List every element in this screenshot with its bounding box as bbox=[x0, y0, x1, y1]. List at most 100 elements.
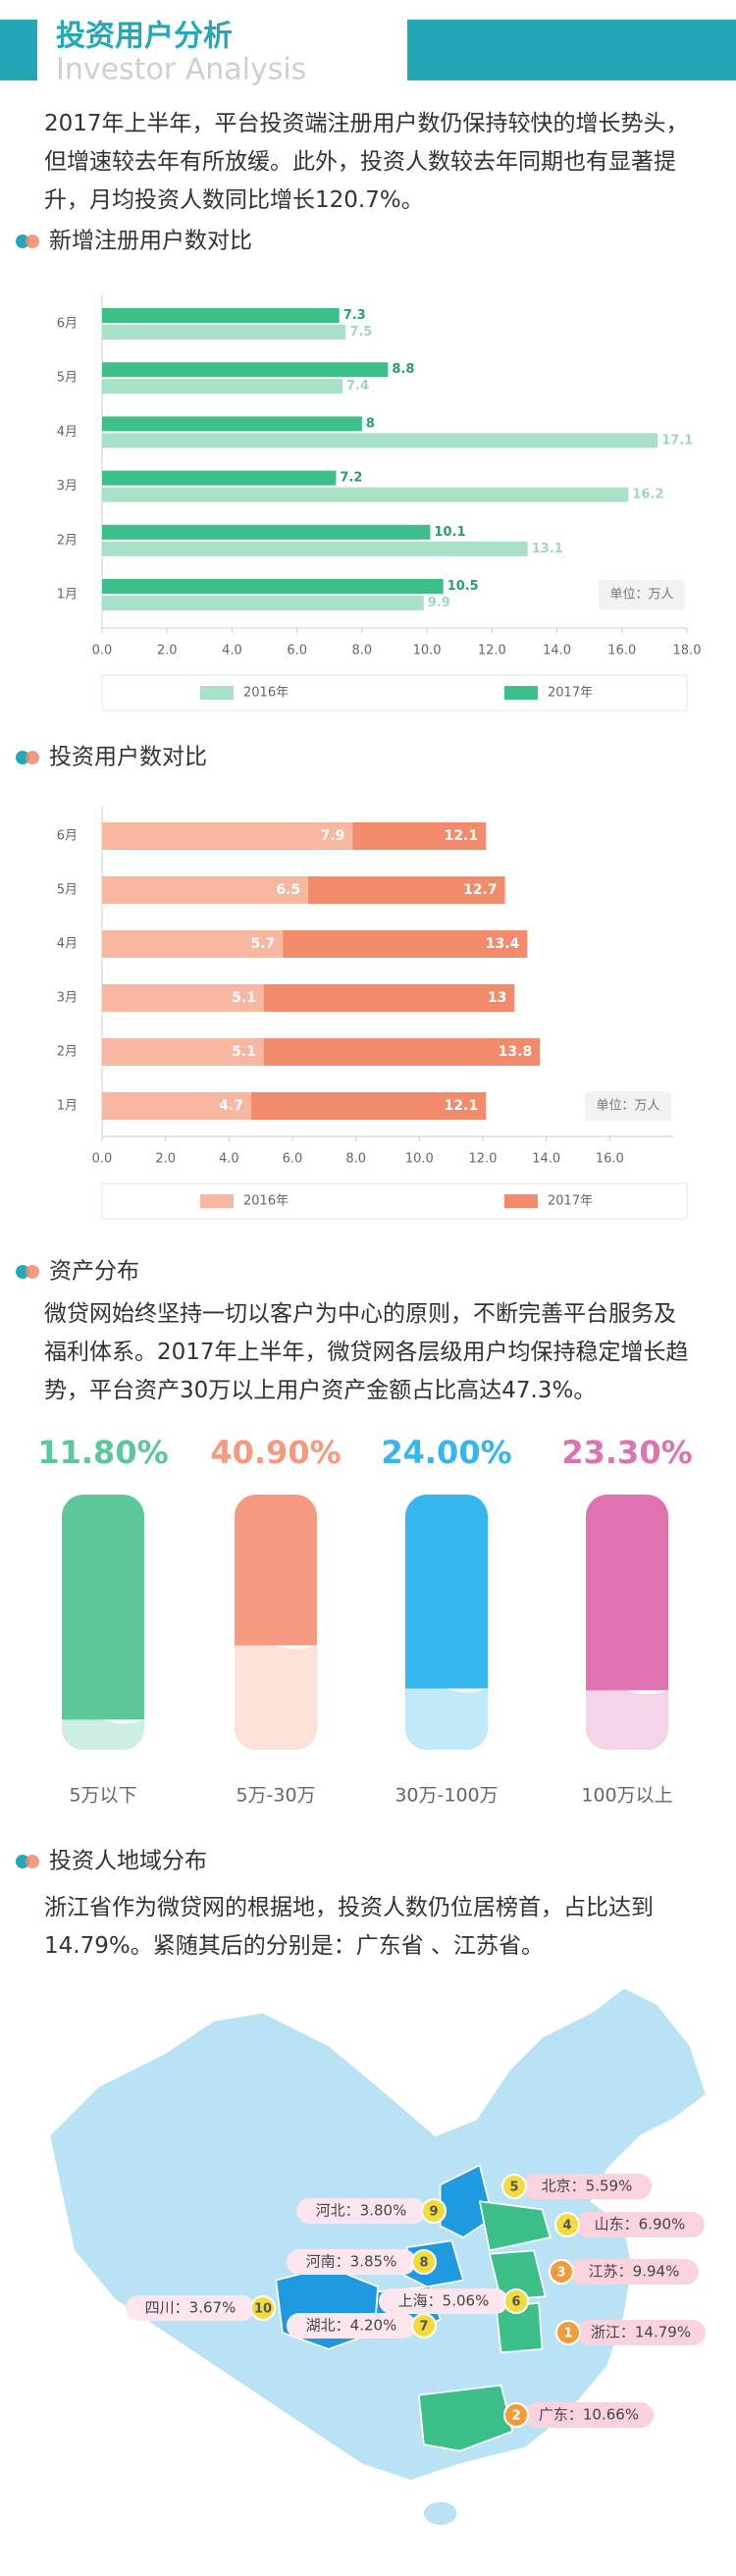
paragraph: 2017年上半年，平台投资端注册用户数仍保持较快的增长势头，但增速较去年有所放缓… bbox=[44, 111, 689, 213]
section-icon bbox=[16, 1855, 29, 1868]
cylinder-fill-bg bbox=[586, 1690, 668, 1750]
x-tick-label: 4.0 bbox=[219, 1152, 239, 1167]
region-label: 山东：6.90% bbox=[595, 2216, 686, 2234]
bar bbox=[102, 1092, 251, 1120]
section-icon bbox=[16, 235, 29, 248]
section-icon bbox=[26, 235, 39, 248]
value-label: 24.00% bbox=[381, 1434, 511, 1471]
data-label: 7.2 bbox=[340, 471, 362, 486]
data-label: 4.7 bbox=[219, 1098, 243, 1114]
x-tick-label: 14.0 bbox=[543, 644, 571, 658]
region-label: 河北：3.80% bbox=[316, 2202, 407, 2220]
region-pill bbox=[287, 2249, 416, 2275]
legend-label: 2017年 bbox=[548, 686, 593, 701]
rank-badge bbox=[503, 2402, 529, 2428]
rank-label: 1 bbox=[563, 2327, 572, 2341]
data-label: 10.5 bbox=[447, 579, 479, 594]
section-icon bbox=[26, 751, 39, 764]
x-tick-label: 16.0 bbox=[607, 644, 636, 658]
rank-badge bbox=[554, 2212, 580, 2237]
bar bbox=[102, 930, 284, 958]
y-tick-label: 6月 bbox=[57, 317, 78, 332]
data-label: 12.1 bbox=[445, 1098, 479, 1114]
bar bbox=[102, 308, 340, 323]
x-tick-label: 0.0 bbox=[92, 644, 113, 658]
rank-badge bbox=[555, 2320, 581, 2345]
rank-badge bbox=[421, 2198, 447, 2224]
bar bbox=[102, 984, 264, 1012]
section-title: 投资用户数对比 bbox=[49, 745, 207, 770]
cylinder bbox=[235, 1495, 317, 1750]
header-bar bbox=[0, 20, 37, 80]
section-icon bbox=[26, 1265, 39, 1279]
rank-badge bbox=[250, 2295, 276, 2321]
section-title: 新增注册用户数对比 bbox=[49, 229, 252, 254]
y-tick-label: 3月 bbox=[57, 991, 78, 1006]
region-pill bbox=[569, 2259, 699, 2285]
data-label: 10.1 bbox=[434, 525, 465, 540]
legend-swatch bbox=[504, 686, 538, 700]
cylinder-fill-bg bbox=[62, 1719, 144, 1750]
x-tick-label: 10.0 bbox=[405, 1152, 434, 1167]
legend-box bbox=[101, 1183, 688, 1220]
region-pill bbox=[296, 2198, 426, 2224]
data-label: 7.3 bbox=[343, 308, 366, 323]
x-tick-label: 12.0 bbox=[478, 644, 506, 658]
y-tick-label: 1月 bbox=[57, 1099, 78, 1114]
cylinder bbox=[62, 1495, 144, 1750]
bar bbox=[102, 541, 528, 556]
category-label: 5万以下 bbox=[69, 1785, 136, 1807]
x-tick-label: 2.0 bbox=[157, 644, 178, 658]
cylinder bbox=[405, 1495, 488, 1750]
y-tick-label: 6月 bbox=[57, 829, 78, 844]
data-label: 13.1 bbox=[532, 542, 563, 556]
rank-label: 2 bbox=[511, 2409, 520, 2424]
legend-label: 2017年 bbox=[548, 1194, 593, 1209]
category-label: 30万-100万 bbox=[394, 1785, 498, 1807]
x-tick-label: 14.0 bbox=[532, 1152, 560, 1167]
map-outline bbox=[48, 1986, 708, 2482]
rank-label: 3 bbox=[556, 2266, 565, 2281]
bar bbox=[102, 487, 629, 502]
rank-badge bbox=[411, 2249, 437, 2275]
legend-swatch bbox=[200, 686, 234, 700]
data-label: 13.4 bbox=[486, 936, 520, 952]
y-tick-label: 3月 bbox=[57, 479, 78, 494]
region-pill bbox=[576, 2320, 706, 2345]
bar bbox=[102, 524, 431, 540]
legend-box bbox=[101, 674, 688, 711]
cylinder-body bbox=[62, 1495, 144, 1750]
section-icon bbox=[16, 1265, 29, 1279]
bar bbox=[102, 470, 337, 486]
rank-label: 4 bbox=[562, 2219, 571, 2234]
data-label: 7.4 bbox=[346, 379, 369, 394]
rank-badge bbox=[501, 2174, 527, 2199]
x-tick-label: 2.0 bbox=[155, 1152, 176, 1167]
x-tick-label: 4.0 bbox=[222, 644, 242, 658]
data-label: 6.5 bbox=[276, 882, 300, 898]
y-tick-label: 1月 bbox=[57, 588, 78, 603]
bar bbox=[102, 579, 444, 594]
bar bbox=[102, 362, 389, 378]
rank-badge bbox=[503, 2288, 529, 2314]
unit-box bbox=[585, 1091, 671, 1121]
bar bbox=[102, 416, 362, 432]
data-label: 8 bbox=[366, 416, 375, 431]
rank-label: 7 bbox=[419, 2320, 428, 2335]
region-pill bbox=[287, 2313, 416, 2339]
value-label: 40.90% bbox=[210, 1434, 341, 1471]
data-label: 8.8 bbox=[392, 362, 414, 377]
paragraph: 浙江省作为微贷网的根据地，投资人数仍位居榜首，占比达到14.79%。紧随其后的分… bbox=[44, 1895, 654, 1959]
cylinder-fill-bg bbox=[235, 1645, 317, 1750]
region-label: 湖北：4.20% bbox=[306, 2317, 397, 2335]
region-pill bbox=[524, 2402, 654, 2428]
region-label: 上海：5.06% bbox=[398, 2292, 490, 2310]
unit-label: 单位：万人 bbox=[609, 588, 673, 603]
category-label: 5万-30万 bbox=[236, 1785, 315, 1807]
data-label: 16.2 bbox=[632, 488, 663, 502]
data-label: 9.9 bbox=[428, 596, 450, 610]
x-tick-label: 12.0 bbox=[469, 1152, 498, 1167]
bar bbox=[102, 596, 424, 610]
cylinder-fill-bg bbox=[405, 1688, 488, 1750]
region-label: 四川：3.67% bbox=[145, 2299, 237, 2317]
